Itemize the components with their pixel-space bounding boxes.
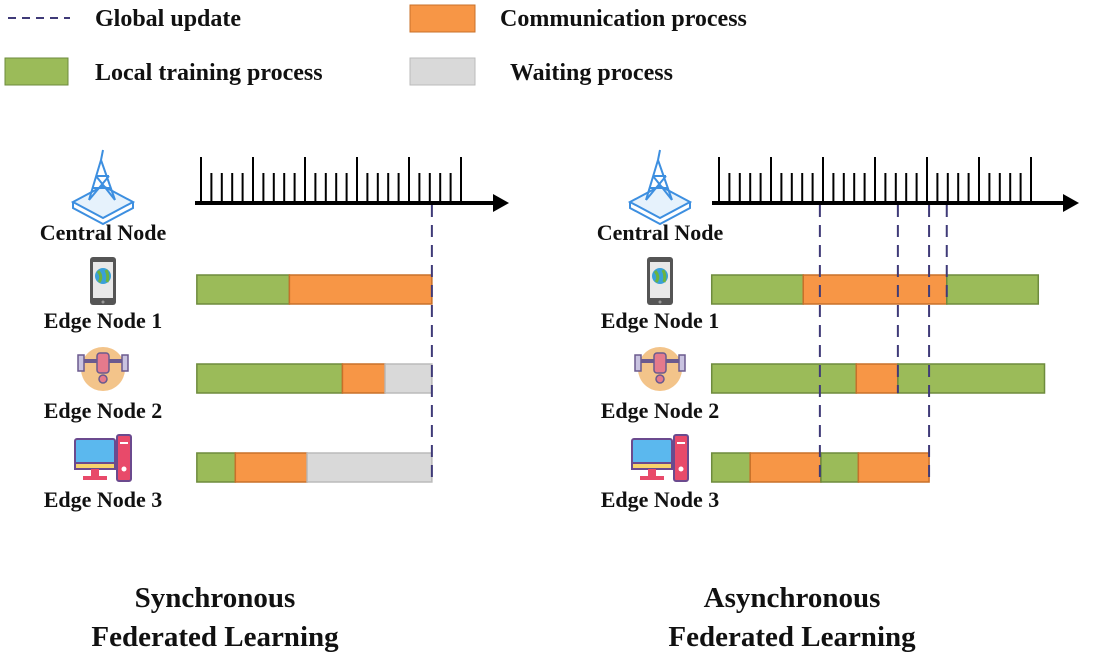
edge-node-3-communication-segment <box>234 452 308 483</box>
edge-node-1-communication-segment <box>288 274 433 305</box>
edge-node-2-local-training-segment <box>196 363 344 394</box>
legend-communication-label: Communication process <box>500 6 747 32</box>
edge-node-2-communication-segment <box>855 363 899 394</box>
edge-node-1-local-training-segment <box>710 274 804 305</box>
drone-icon <box>633 345 687 393</box>
synchronous-panel: Central Node Edge Node 1 Edge Node 2 Edge N… <box>40 149 509 653</box>
panel-title-line2: Federated Learning <box>668 621 916 653</box>
edge-node-1-local-training-segment <box>946 274 1040 305</box>
panel-title-line2: Federated Learning <box>91 621 339 653</box>
timeline-arrowhead <box>1063 194 1079 212</box>
edge-node-3-communication-segment <box>857 452 930 483</box>
drone-icon <box>76 345 130 393</box>
edge-node-2-communication-segment <box>341 363 386 394</box>
node-label-edge2: Edge Node 2 <box>44 398 163 423</box>
legend-global-update-label: Global update <box>95 6 241 32</box>
tower-icon <box>629 149 691 225</box>
legend-communication-swatch <box>409 4 476 33</box>
legend-waiting-swatch <box>409 57 476 86</box>
legend-local-training-swatch <box>4 57 69 86</box>
legend-local-training-label: Local training process <box>95 60 323 86</box>
node-label-central: Central Node <box>40 220 167 245</box>
edge-node-1-communication-segment <box>802 274 948 305</box>
tower-icon <box>72 149 134 225</box>
timeline-arrowhead <box>493 194 509 212</box>
asynchronous-panel: Central Node Edge Node 1 Edge Node 2 Edge N… <box>597 149 1079 653</box>
desktop-computer-icon <box>74 434 132 482</box>
edge-node-3-communication-segment <box>749 452 822 483</box>
edge-node-3-local-training-segment <box>710 452 751 483</box>
edge-node-3-local-training-segment <box>820 452 860 483</box>
edge-node-2-local-training-segment <box>710 363 858 394</box>
legend: Global update Communication process Loca… <box>4 4 747 86</box>
node-label-edge3: Edge Node 3 <box>601 487 720 512</box>
smartphone-icon <box>645 255 675 307</box>
edge-node-2-waiting-segment <box>384 363 433 394</box>
desktop-computer-icon <box>631 434 689 482</box>
node-label-central: Central Node <box>597 220 724 245</box>
edge-node-3-waiting-segment <box>306 452 433 483</box>
node-label-edge1: Edge Node 1 <box>601 308 720 333</box>
edge-node-2-local-training-segment <box>897 363 1046 394</box>
node-label-edge1: Edge Node 1 <box>44 308 163 333</box>
panel-title-line1: Synchronous <box>135 582 296 614</box>
node-label-edge2: Edge Node 2 <box>601 398 720 423</box>
node-label-edge3: Edge Node 3 <box>44 487 163 512</box>
panel-title-line1: Asynchronous <box>704 582 881 614</box>
legend-waiting-label: Waiting process <box>510 60 673 86</box>
smartphone-icon <box>88 255 118 307</box>
edge-node-3-local-training-segment <box>196 452 237 483</box>
edge-node-1-local-training-segment <box>196 274 291 305</box>
